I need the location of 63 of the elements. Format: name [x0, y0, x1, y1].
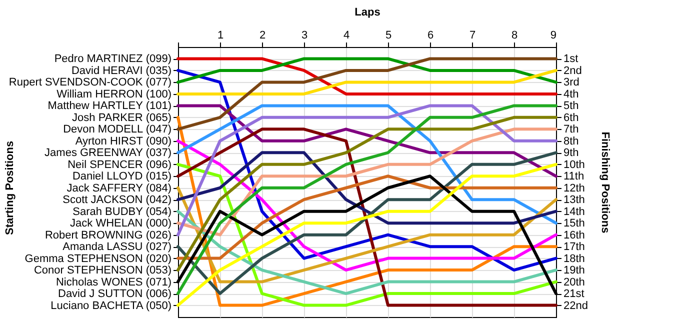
y2-tick-label: 8th [564, 135, 579, 148]
category-label: Matthew HARTLEY (101) [48, 100, 172, 112]
category-label: Scott JACKSON (042) [62, 194, 172, 206]
category-label: Pedro MARTINEZ (099) [54, 53, 172, 66]
y2-tick-label: 22nd [564, 300, 588, 312]
category-label: Josh PARKER (065) [72, 112, 172, 124]
y2-tick-label: 15th [564, 218, 585, 230]
category-label: Sarah BUDBY (054) [72, 206, 172, 218]
line-series [176, 151, 558, 225]
line-series [176, 210, 558, 296]
x-tick-label: 3 [301, 30, 308, 42]
y2-axis-title: Finishing Positions [598, 132, 611, 234]
line-series [176, 174, 558, 260]
y2-tick-label: 7th [564, 124, 579, 136]
y2-tick-label: 21st [564, 288, 584, 300]
category-label: Jack SAFFERY (084) [66, 182, 172, 194]
y2-tick-label: 16th [564, 229, 585, 242]
x-tick-label: 6 [427, 30, 434, 42]
category-label: Luciano BACHETA (050) [50, 300, 172, 312]
y2-tick-label: 10th [564, 158, 585, 171]
category-label: Daniel LLOYD (015) [72, 170, 172, 183]
x-tick-label: 8 [511, 30, 518, 42]
category-label: Robert BROWNING (026) [44, 229, 172, 242]
y2-tick-label: 18th [564, 252, 585, 265]
category-label: James GREENWAY (037) [44, 147, 172, 160]
category-label: Nicholas WONES (071) [56, 276, 172, 288]
y2-tick-label: 13th [564, 194, 585, 206]
category-label: Jack WHELAN (000) [70, 218, 172, 230]
category-label: David J SUTTON (006) [58, 288, 172, 300]
y2-tick-label: 9th [564, 147, 579, 160]
y2-tick-label: 11th [564, 170, 584, 183]
category-label: Rupert SVENDSON-COOK (077) [8, 76, 172, 89]
category-label: William HERRON (100) [56, 88, 172, 100]
x-tick-label: 7 [469, 30, 476, 42]
x-tick-label: 5 [385, 30, 392, 42]
x-tick-label: 2 [259, 30, 266, 42]
line-series [176, 116, 558, 272]
y2-tick-label: 3rd [564, 76, 580, 89]
y2-tick-label: 12th [564, 182, 585, 194]
y2-tick-label: 4th [564, 88, 579, 100]
x-tick-label: 9 [550, 30, 556, 42]
category-label: David HERAVI (035) [71, 64, 172, 77]
category-label: Devon MODELL (047) [63, 124, 172, 136]
y2-tick-label: 17th [564, 241, 585, 254]
text: Starting Positions [4, 140, 16, 235]
y2-tick-label: 6th [564, 112, 579, 124]
x-tick-label: 1 [217, 30, 224, 42]
category-label: Amanda LASSU (027) [62, 241, 172, 254]
y2-tick-label: 20th [564, 276, 585, 288]
y2-tick-label: 5th [564, 100, 579, 112]
x-axis-title: Laps [354, 6, 380, 18]
category-label: Neil SPENCER (096) [68, 158, 172, 171]
category-label: Conor STEPHENSON (053) [34, 264, 172, 277]
category-label: Gemma STEPHENSON (020) [24, 252, 172, 265]
category-label: Ayrton HIRST (090) [75, 135, 172, 148]
y2-tick-label: 2nd [564, 64, 582, 77]
y2-tick-label: 14th [564, 206, 585, 218]
line-series [176, 128, 558, 236]
y2-tick-label: 1st [564, 53, 578, 66]
y2-tick-label: 19th [564, 264, 585, 277]
line-series [176, 139, 558, 272]
x-tick-label: 4 [343, 30, 350, 42]
line-series [176, 57, 558, 131]
